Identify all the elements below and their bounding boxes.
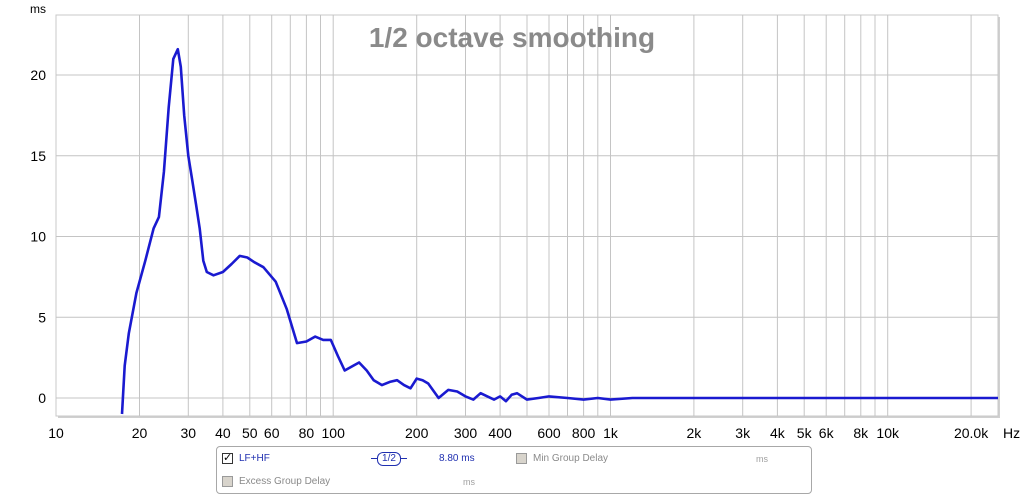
y-tick-labels: 0 5 10 15 20 <box>30 67 46 406</box>
x-tick-label: 2k <box>687 425 703 441</box>
min-group-delay-checkbox[interactable] <box>516 453 527 464</box>
x-tick-label: 100 <box>322 425 346 441</box>
x-axis-unit: Hz <box>1003 425 1020 441</box>
x-tick-label: 20 <box>132 425 148 441</box>
min-group-delay-unit: ms <box>756 454 768 464</box>
y-tick-label: 20 <box>30 67 46 83</box>
excess-group-delay-unit: ms <box>463 477 475 487</box>
x-gridlines <box>139 15 972 416</box>
x-tick-label: 5k <box>797 425 813 441</box>
x-tick-label: 8k <box>853 425 869 441</box>
x-tick-label: 20.0k <box>954 425 989 441</box>
checkmark-icon: ✓ <box>223 452 233 464</box>
x-tick-label: 400 <box>488 425 512 441</box>
x-tick-label: 40 <box>215 425 231 441</box>
x-tick-label: 50 <box>242 425 258 441</box>
x-tick-label: 10k <box>876 425 900 441</box>
chart-title: 1/2 octave smoothing <box>369 22 655 53</box>
smoothing-badge[interactable]: 1/2 <box>377 452 401 466</box>
series-label: LF+HF <box>239 453 270 464</box>
legend-panel: ✓ LF+HF 1/2 8.80 ms Min Group Delay ms E… <box>216 446 812 494</box>
x-tick-label: 300 <box>454 425 478 441</box>
x-tick-label: 800 <box>572 425 596 441</box>
y-tick-label: 15 <box>30 148 46 164</box>
x-tick-label: 1k <box>603 425 619 441</box>
excess-group-delay-checkbox[interactable] <box>222 476 233 487</box>
min-group-delay-label: Min Group Delay <box>533 453 609 464</box>
y-tick-label: 5 <box>38 309 46 325</box>
excess-group-delay-label: Excess Group Delay <box>239 476 331 487</box>
y-tick-label: 0 <box>38 390 46 406</box>
group-delay-chart: 1/2 octave smoothing ms Hz 10 20 30 40 50 60 8… <box>30 2 1020 441</box>
x-tick-label: 6k <box>819 425 835 441</box>
x-tick-label: 60 <box>264 425 280 441</box>
x-tick-label: 30 <box>181 425 197 441</box>
smoothing-line-right <box>400 458 407 459</box>
x-tick-label: 600 <box>537 425 561 441</box>
y-tick-label: 10 <box>30 229 46 245</box>
y-axis-unit: ms <box>30 2 46 16</box>
smoothing-line-left <box>371 458 378 459</box>
x-tick-label: 10 <box>48 425 64 441</box>
x-tick-label: 3k <box>735 425 751 441</box>
y-gridlines <box>56 74 998 399</box>
x-tick-label: 80 <box>299 425 315 441</box>
series-value: 8.80 ms <box>439 453 475 464</box>
lf-hf-checkbox[interactable]: ✓ <box>222 452 233 464</box>
x-tick-labels: 10 20 30 40 50 60 80 100 200 300 400 600 800 1k 2k 3k 4k… <box>48 425 989 441</box>
x-tick-label: 4k <box>770 425 786 441</box>
series-line-lf-hf <box>120 47 998 415</box>
x-tick-label: 200 <box>405 425 429 441</box>
